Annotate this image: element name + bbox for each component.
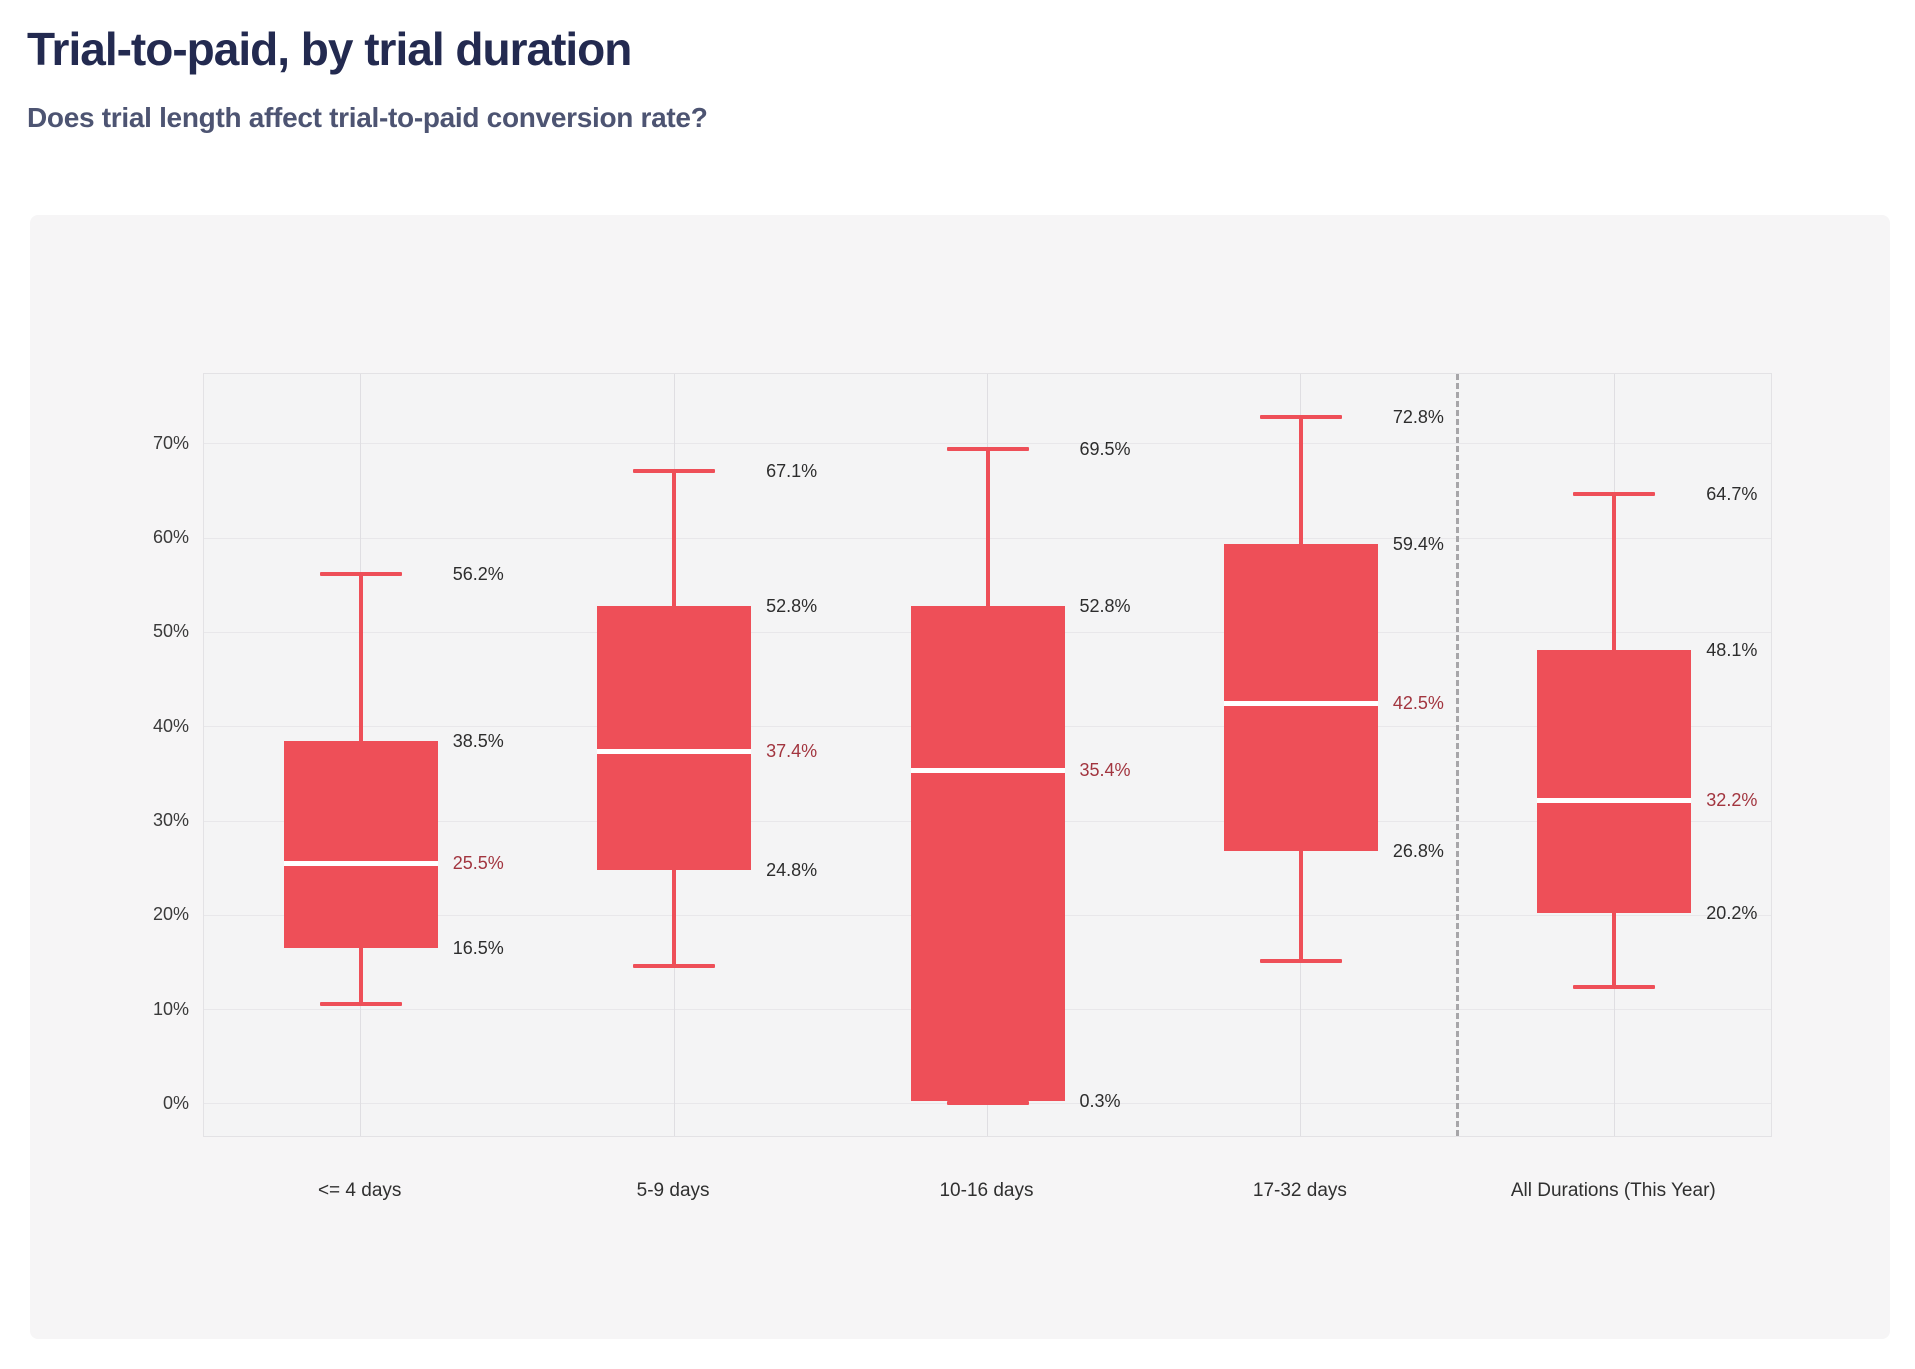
y-tick-label: 60% [152, 527, 189, 548]
x-tick-label: 5-9 days [636, 1180, 710, 1201]
whisker-cap [946, 446, 1029, 451]
value-label: 64.7% [1706, 483, 1758, 504]
y-tick-label: 0% [162, 1092, 189, 1113]
y-tick-label: 20% [152, 904, 189, 925]
x-tick-label: All Durations (This Year) [1510, 1180, 1716, 1201]
y-tick-label: 30% [152, 810, 189, 830]
value-label: 67.1% [766, 461, 818, 482]
median-value-label: 35.4% [1079, 760, 1131, 781]
value-label: 20.2% [1706, 903, 1758, 924]
value-label: 56.2% [452, 563, 504, 584]
whisker-cap [946, 1100, 1029, 1105]
y-tick-label: 50% [152, 621, 189, 642]
whisker-cap [1259, 958, 1342, 963]
box-iqr [283, 740, 438, 949]
whisker-cap [633, 469, 716, 474]
whisker-cap [633, 964, 716, 969]
box-plot-3[interactable] [910, 374, 1065, 1136]
y-tick-label: 40% [152, 715, 189, 736]
median-line [1537, 797, 1692, 803]
median-line [910, 767, 1065, 773]
value-label: 38.5% [452, 730, 504, 751]
value-label: 69.5% [1079, 438, 1131, 459]
box-plot-4[interactable] [1223, 374, 1378, 1136]
page-title: Trial-to-paid, by trial duration [27, 23, 632, 75]
x-tick-label: <= 4 days [317, 1180, 402, 1201]
value-label: 52.8% [1079, 595, 1131, 616]
median-value-label: 42.5% [1392, 693, 1444, 714]
median-line [1223, 700, 1378, 706]
value-label: 26.8% [1392, 841, 1444, 862]
y-tick-label: 10% [152, 998, 189, 1019]
box-iqr [597, 605, 752, 871]
box-plot-5[interactable] [1537, 374, 1692, 1136]
value-label: 72.8% [1392, 407, 1444, 428]
x-tick-label: 10-16 days [939, 1180, 1034, 1201]
median-value-label: 37.4% [766, 741, 818, 762]
plot-area: 56.2% 38.5% 25.5% 16.5% 67.1% 52.8% 37.4% 24.8%… [203, 373, 1772, 1137]
whisker-cap [1259, 415, 1342, 420]
median-value-label: 25.5% [452, 853, 504, 874]
y-tick-label: 70% [152, 432, 189, 453]
separator-dashed-line [1456, 374, 1460, 1136]
box-iqr [910, 605, 1065, 1102]
box-iqr [1537, 650, 1692, 914]
value-label: 48.1% [1706, 640, 1758, 661]
box-plot-1[interactable] [283, 374, 438, 1136]
value-label: 24.8% [766, 860, 818, 881]
box-iqr [1223, 543, 1378, 852]
value-label: 59.4% [1392, 533, 1444, 554]
median-value-label: 32.2% [1706, 790, 1758, 811]
whisker-cap [319, 571, 402, 576]
box-plot-2[interactable] [597, 374, 752, 1136]
value-label: 52.8% [766, 595, 818, 616]
median-line [597, 748, 752, 754]
whisker-cap [319, 1001, 402, 1006]
page-subtitle: Does trial length affect trial-to-paid c… [27, 102, 708, 133]
x-tick-label: 17-32 days [1252, 1180, 1347, 1201]
value-label: 16.5% [452, 938, 504, 959]
median-line [283, 860, 438, 866]
chart-card: 56.2% 38.5% 25.5% 16.5% 67.1% 52.8% 37.4% 24.8%… [30, 215, 1890, 1339]
value-label: 0.3% [1079, 1091, 1121, 1112]
whisker-cap [1573, 491, 1656, 496]
whisker-cap [1573, 984, 1656, 989]
